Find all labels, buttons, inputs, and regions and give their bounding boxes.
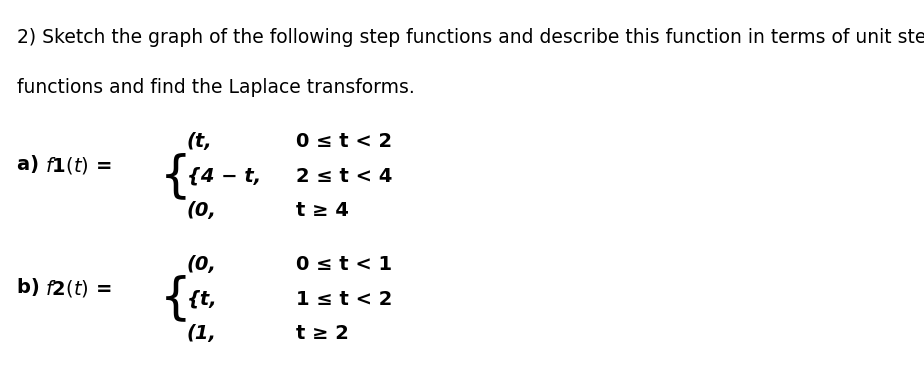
Text: (0,: (0,: [187, 201, 217, 220]
Text: 1 ≤ t < 2: 1 ≤ t < 2: [296, 289, 392, 309]
Text: (0,: (0,: [187, 255, 217, 274]
Text: 0 ≤ t < 2: 0 ≤ t < 2: [296, 132, 392, 151]
Text: b): b): [17, 278, 46, 297]
Text: (1,: (1,: [187, 324, 217, 343]
Text: $f$2$(t)$ =: $f$2$(t)$ =: [44, 278, 111, 299]
Text: (t,: (t,: [187, 132, 213, 151]
Text: {4 − t,: {4 − t,: [187, 167, 261, 186]
Text: $\{$: $\{$: [159, 151, 187, 202]
Text: a): a): [17, 155, 45, 174]
Text: t ≥ 2: t ≥ 2: [296, 324, 348, 343]
Text: {t,: {t,: [187, 289, 217, 309]
Text: t ≥ 4: t ≥ 4: [296, 201, 348, 220]
Text: functions and find the Laplace transforms.: functions and find the Laplace transform…: [17, 78, 415, 97]
Text: 2 ≤ t < 4: 2 ≤ t < 4: [296, 167, 392, 186]
Text: $\{$: $\{$: [159, 274, 187, 324]
Text: 0 ≤ t < 1: 0 ≤ t < 1: [296, 255, 392, 274]
Text: $f$1$(t)$ =: $f$1$(t)$ =: [44, 155, 111, 176]
Text: 2) Sketch the graph of the following step functions and describe this function i: 2) Sketch the graph of the following ste…: [17, 28, 924, 47]
